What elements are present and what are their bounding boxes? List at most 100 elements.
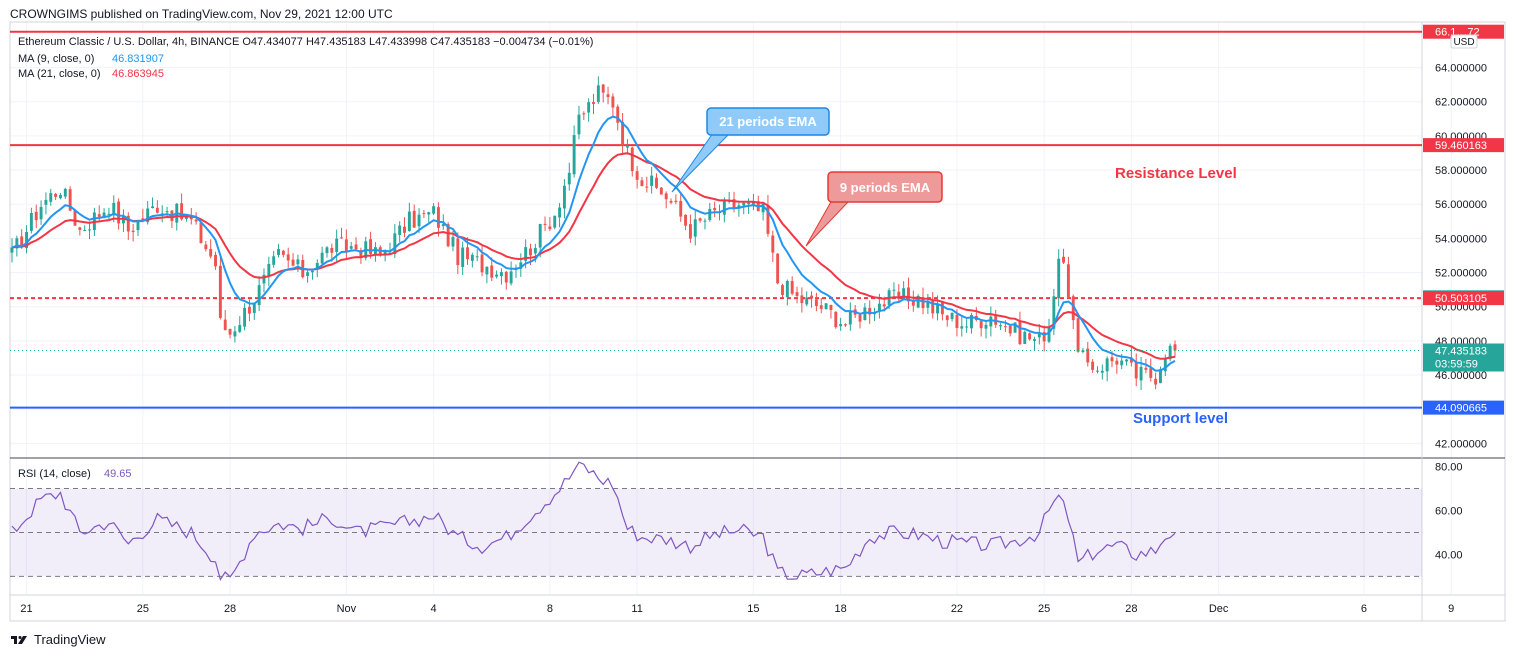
candle-body <box>1057 258 1061 299</box>
candle-body <box>747 202 751 205</box>
candle-body <box>78 227 82 230</box>
candle-body <box>940 302 944 315</box>
candle-body <box>209 249 213 257</box>
candle-body <box>674 200 678 203</box>
candle-body <box>25 232 28 249</box>
candle-body <box>1149 368 1153 378</box>
ma9-line <box>11 115 1176 372</box>
candle-body <box>112 202 116 216</box>
candle-body <box>621 121 625 146</box>
candle-body <box>214 254 217 267</box>
time-axis-tick-label: 9 <box>1448 603 1454 615</box>
candle-body <box>349 246 353 249</box>
candle-body <box>490 265 494 278</box>
candle-body <box>446 224 450 247</box>
candle-body <box>373 247 377 256</box>
candle-body <box>335 238 339 252</box>
ma-legend-label: MA (21, close, 0) <box>18 68 101 80</box>
candle-body <box>315 262 319 270</box>
time-axis-tick-label: 8 <box>547 603 553 615</box>
candle-body <box>1047 326 1051 342</box>
candle-body <box>39 206 43 220</box>
candle-body <box>616 106 620 123</box>
level-price-label-bg <box>1423 138 1504 153</box>
candle-body <box>73 210 77 226</box>
level-price-label-bg <box>1423 24 1504 39</box>
rsi-axis-tick-label: 60.00 <box>1435 506 1463 518</box>
candle-body <box>911 300 915 306</box>
candle-body <box>470 254 474 261</box>
candle-body <box>572 135 576 175</box>
candle-body <box>1052 296 1056 329</box>
candle-body <box>218 265 222 318</box>
level-price-label-text: 59.460163 <box>1435 140 1487 152</box>
candle-body <box>596 85 600 102</box>
candle-body <box>848 311 852 325</box>
candle-body <box>252 303 256 313</box>
callout-9-text: 9 periods EMA <box>840 180 931 195</box>
level-price-label: 50.503105 <box>1423 291 1504 306</box>
candle-body <box>296 259 300 265</box>
candle-body <box>228 328 232 335</box>
candle-body <box>945 315 949 321</box>
rsi-legend-label: RSI (14, close) <box>18 468 91 480</box>
candle-body <box>703 220 707 222</box>
candle-body <box>504 271 508 283</box>
candle-body <box>10 247 14 253</box>
candle-body <box>916 295 920 308</box>
candle-body <box>29 212 33 231</box>
bar-countdown: 03:59:59 <box>1435 359 1478 371</box>
candle-body <box>558 207 562 218</box>
candle-body <box>146 208 150 223</box>
candle-body <box>999 325 1003 327</box>
candle-body <box>553 215 557 228</box>
candle-body <box>398 225 402 235</box>
candle-body <box>1159 369 1162 384</box>
price-chart[interactable]: 42.00000044.00000046.00000048.00000050.0… <box>0 0 1514 630</box>
candle-body <box>1008 325 1012 334</box>
publisher-line: CROWNGIMS published on TradingView.com, … <box>10 7 393 21</box>
price-axis-tick-label: 42.000000 <box>1435 438 1487 450</box>
candle-body <box>83 230 87 232</box>
time-axis-tick-label: Nov <box>337 603 357 615</box>
candle-body <box>679 200 683 217</box>
ma21-line <box>11 152 1176 360</box>
candle-body <box>601 84 605 93</box>
price-axis-tick-label: 52.000000 <box>1435 268 1487 280</box>
candle-body <box>136 220 140 231</box>
candle-body <box>417 214 421 227</box>
candle-body <box>960 326 964 329</box>
candle-body <box>839 324 843 327</box>
candle-body <box>267 263 271 277</box>
time-axis-tick-label: 28 <box>224 603 236 615</box>
ma-legend-value: 46.863945 <box>112 68 164 80</box>
time-axis-tick-label: 11 <box>631 603 642 615</box>
candle-body <box>407 211 411 232</box>
candle-body <box>20 236 24 248</box>
candle-body <box>524 247 528 261</box>
candle-body <box>383 251 387 256</box>
candle-body <box>344 239 348 251</box>
candle-body <box>1120 360 1124 366</box>
candle-body <box>562 185 566 209</box>
candle-body <box>994 314 998 325</box>
candle-body <box>892 289 896 291</box>
candle-body <box>645 186 649 188</box>
currency-badge: USD <box>1450 34 1478 49</box>
candle-body <box>340 237 343 239</box>
candle-body <box>669 200 673 203</box>
candle-body <box>427 212 431 215</box>
candle-body <box>1023 331 1027 344</box>
candle-body <box>805 297 809 305</box>
level-price-label-bg <box>1423 400 1504 415</box>
candle-body <box>781 285 784 296</box>
currency-badge-text: USD <box>1453 37 1474 48</box>
candle-body <box>693 219 697 237</box>
candle-body <box>921 297 925 309</box>
candle-body <box>1062 256 1065 263</box>
candle-body <box>897 291 901 299</box>
candle-body <box>659 187 663 195</box>
level-price-label-text: 50.503105 <box>1435 293 1487 305</box>
candle-body <box>422 213 426 215</box>
candle-body <box>509 271 513 284</box>
